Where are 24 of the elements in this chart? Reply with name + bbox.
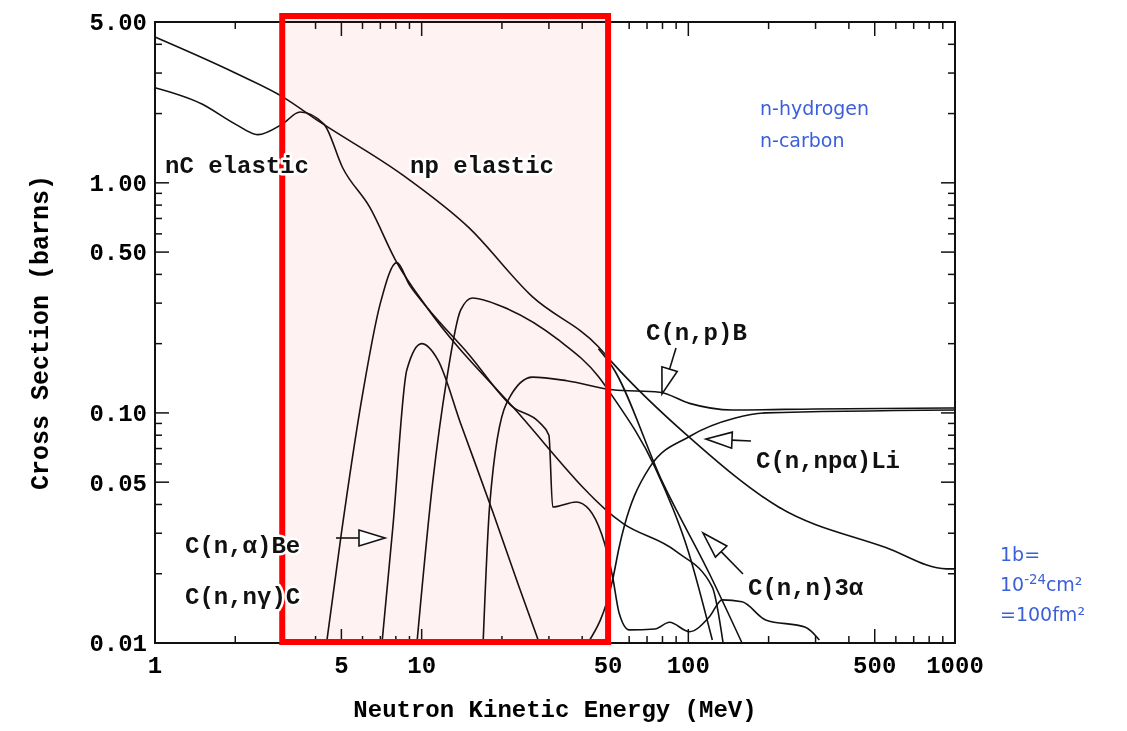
- y-axis-title: Cross Section (barns): [27, 174, 56, 491]
- annotation: C(n,n)3α: [748, 575, 864, 602]
- y-tick-label: 0.50: [89, 240, 147, 268]
- annotation: C(n,npα)Li: [756, 448, 901, 475]
- y-tick-label: 5.00: [89, 10, 147, 38]
- text: 10$^{-24}$cm²: [1000, 571, 1083, 595]
- y-tick-label: 0.10: [89, 401, 147, 429]
- x-tick-label: 1000: [926, 653, 984, 680]
- annotation: n-hydrogen: [760, 97, 870, 119]
- y-tick-label: 1.00: [89, 171, 147, 199]
- text: 1b=: [1000, 543, 1041, 565]
- x-tick-label: 5: [334, 653, 349, 680]
- annotation: np elastic: [410, 153, 555, 180]
- y-tick-label: 0.05: [89, 470, 147, 498]
- y-tick-label: 0.01: [89, 631, 147, 659]
- x-axis-title: Neutron Kinetic Energy (MeV): [353, 697, 757, 724]
- x-tick-label: 50: [593, 653, 623, 680]
- x-tick-label: 1: [147, 653, 163, 680]
- x-tick-label: 100: [666, 653, 710, 680]
- x-tick-label: 10: [407, 653, 437, 680]
- annotation: C(n,p)B: [646, 320, 747, 347]
- x-tick-label: 500: [853, 653, 897, 680]
- annotation: n-carbon: [760, 129, 845, 151]
- text: =100fm²: [1000, 603, 1085, 625]
